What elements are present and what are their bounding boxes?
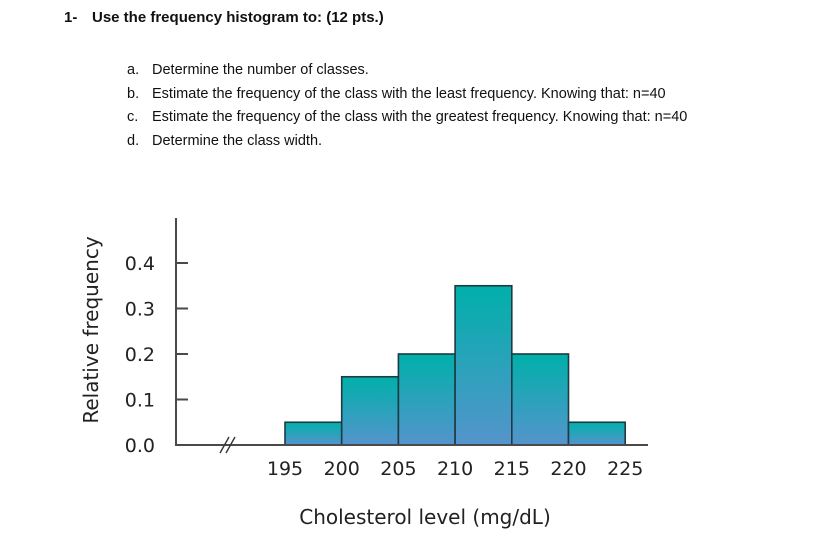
item-letter: a. xyxy=(127,62,140,78)
histogram-bar-215-220 xyxy=(510,353,570,446)
question-item-a: a. Determine the number of classes. xyxy=(127,60,687,84)
axis-break-mark xyxy=(219,436,230,454)
y-tick-label: 0.3 xyxy=(125,299,155,321)
item-text: Determine the class width. xyxy=(152,132,323,149)
histogram-bar-200-205 xyxy=(340,375,400,446)
x-axis-title: Cholesterol level (mg/dL) xyxy=(299,505,551,529)
x-tick-label: 195 xyxy=(267,458,303,480)
histogram-bar-205-210 xyxy=(397,353,456,446)
bars-group xyxy=(284,284,627,446)
item-letter: b. xyxy=(127,85,140,102)
x-tick-label: 220 xyxy=(550,458,586,480)
y-axis-title: Relative frequency xyxy=(79,236,103,423)
y-ticks-group: 0.0 0.1 0.2 0.3 0.4 xyxy=(125,253,188,457)
question-text: Use the frequency histogram to: (12 pts.… xyxy=(92,9,384,26)
y-tick-label: 0.4 xyxy=(125,253,155,275)
question-item-b: b. Estimate the frequency of the class wi… xyxy=(127,84,687,108)
histogram-bar-195-200 xyxy=(284,421,343,446)
item-text: Estimate the frequency of the class with… xyxy=(152,85,666,102)
x-ticks-group: 195 200 205 210 215 220 225 xyxy=(267,458,643,480)
axis-break-mark xyxy=(225,436,236,454)
x-tick-label: 200 xyxy=(324,458,360,480)
histogram-bar-220-225 xyxy=(567,421,627,446)
y-tick-label: 0.1 xyxy=(125,390,155,412)
item-letter: c. xyxy=(127,109,139,125)
y-tick-label: 0.0 xyxy=(125,435,155,457)
y-tick-label: 0.2 xyxy=(125,344,155,366)
item-text: Determine the number of classes. xyxy=(152,62,369,78)
axis-break-icon xyxy=(219,436,236,454)
question-item-d: d. Determine the class width. xyxy=(127,131,687,155)
x-tick-label: 225 xyxy=(607,458,643,480)
item-letter: d. xyxy=(127,132,140,149)
item-text: Estimate the frequency of the class with… xyxy=(152,109,688,125)
question-item-c: c. Estimate the frequency of the class wi… xyxy=(127,107,687,131)
x-tick-label: 210 xyxy=(437,458,473,480)
x-tick-label: 215 xyxy=(494,458,530,480)
question-title: 1- Use the frequency histogram to: (12 pt… xyxy=(64,9,384,26)
histogram-bar-210-215 xyxy=(454,284,513,446)
question-items: a. Determine the number of classes. b. Est… xyxy=(127,60,687,154)
x-tick-label: 205 xyxy=(380,458,416,480)
question-number: 1- xyxy=(64,9,78,26)
